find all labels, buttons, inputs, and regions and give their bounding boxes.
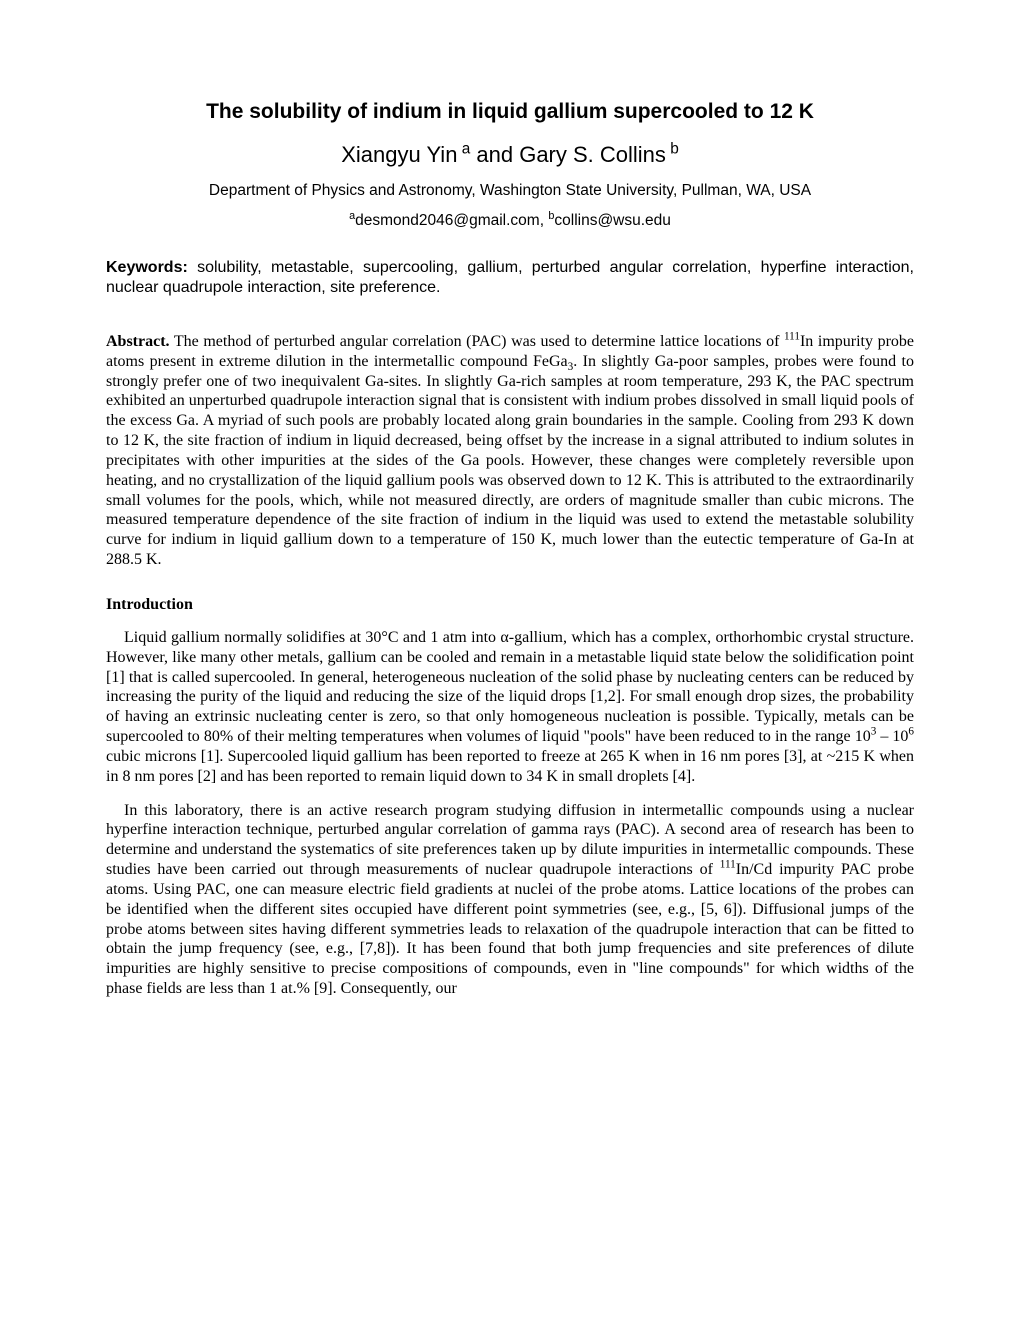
intro-heading: Introduction [106,596,914,614]
intro-para-2: In this laboratory, there is an active r… [106,801,914,999]
paper-emails: adesmond2046@gmail.com, bcollins@wsu.edu [106,212,914,230]
keywords-block: Keywords: solubility, metastable, superc… [106,258,914,298]
abstract-text: The method of perturbed angular correlat… [106,333,914,568]
intro-para-1: Liquid gallium normally solidifies at 30… [106,628,914,787]
keywords-text: solubility, metastable, supercooling, ga… [106,259,914,296]
abstract-label: Abstract. [106,333,170,350]
paper-page: The solubility of indium in liquid galli… [0,0,1020,1073]
paper-authors: Xiangyu Yin a and Gary S. Collins b [106,142,914,168]
paper-affiliation: Department of Physics and Astronomy, Was… [106,182,914,200]
paper-title: The solubility of indium in liquid galli… [106,100,914,124]
abstract-block: Abstract. The method of perturbed angula… [106,332,914,570]
keywords-label: Keywords: [106,259,188,276]
